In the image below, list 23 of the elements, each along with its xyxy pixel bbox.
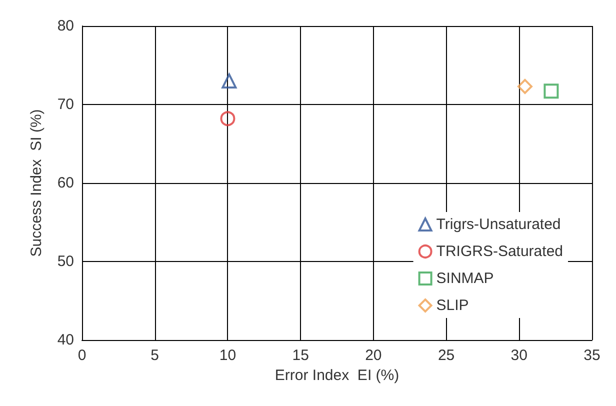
y-tick-label: 60 <box>57 174 74 192</box>
y-axis-title: Success Index SI (%) <box>28 109 45 257</box>
x-tick-label: 5 <box>150 347 160 364</box>
x-tick-label: 35 <box>584 347 600 364</box>
x-tick-label: 20 <box>365 347 382 364</box>
legend-label: TRIGRS-Saturated <box>436 243 564 260</box>
x-tick-label: 15 <box>292 347 309 364</box>
y-tick-label: 70 <box>57 96 74 113</box>
y-tick-label: 50 <box>57 253 74 270</box>
point <box>517 78 532 94</box>
x-tick-label: 10 <box>219 347 236 364</box>
x-tick-label: 25 <box>438 347 455 364</box>
legend-label: Trigrs-Unsaturated <box>436 216 561 233</box>
x-tick-label: 0 <box>78 347 86 364</box>
x-axis-title: Error Index EI (%) <box>274 367 400 384</box>
legend-label: SINMAP <box>436 270 494 287</box>
point <box>222 73 237 88</box>
x-tick-label: 30 <box>510 347 528 364</box>
legend-label: SLIP <box>436 297 469 314</box>
point <box>220 111 236 126</box>
y-tick-label: 40 <box>57 332 74 348</box>
point <box>544 84 559 99</box>
y-tick-label: 80 <box>57 18 74 34</box>
